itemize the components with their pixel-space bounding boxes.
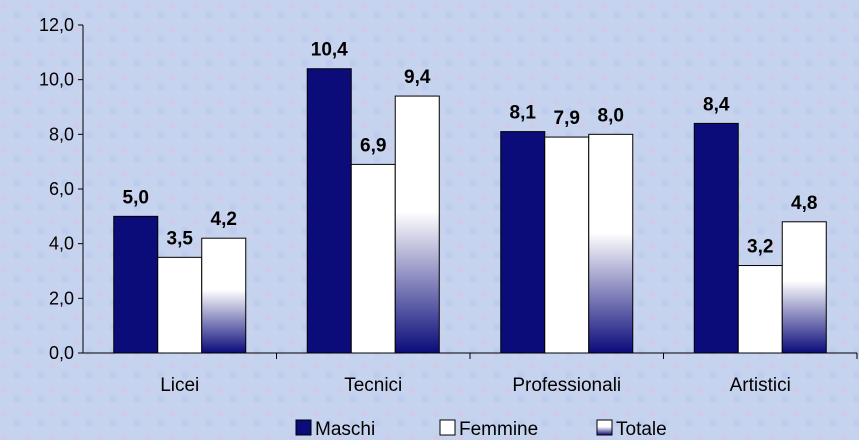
bar-maschi-licei — [113, 215, 159, 354]
y-tick-label: 8,0 — [49, 124, 74, 144]
data-label: 7,9 — [554, 108, 580, 129]
bar-totale-professionali — [588, 133, 634, 354]
data-label: 9,4 — [404, 67, 431, 88]
bar-femmine-licei — [157, 256, 203, 354]
y-tick-label: 4,0 — [49, 234, 74, 254]
bar-maschi-tecnici — [306, 68, 352, 354]
data-label: 8,4 — [703, 94, 730, 115]
legend-label-totale: Totale — [616, 419, 667, 440]
bar-femmine-professionali — [544, 136, 590, 354]
data-label: 10,4 — [311, 40, 348, 61]
y-tick-label: 2,0 — [49, 288, 74, 308]
bar-totale-tecnici — [394, 95, 440, 354]
legend-swatch-totale — [596, 419, 613, 436]
data-label: 8,0 — [598, 105, 624, 126]
y-tick-label: 0,0 — [49, 343, 74, 363]
bar-totale-artistici — [781, 221, 827, 354]
bar-maschi-artistici — [693, 122, 739, 354]
bar-maschi-professionali — [500, 131, 546, 354]
y-tick-label: 10,0 — [39, 70, 74, 90]
bar-femmine-artistici — [737, 265, 783, 354]
data-label: 8,1 — [510, 103, 537, 124]
y-tick-label: 12,0 — [39, 15, 74, 35]
legend-swatch-femmine — [439, 419, 456, 436]
data-label: 5,0 — [123, 187, 149, 208]
legend-label-femmine: Femmine — [459, 419, 538, 440]
x-tick-label: Professionali — [512, 375, 621, 396]
y-tick-label: 6,0 — [49, 179, 74, 199]
data-label: 4,2 — [211, 209, 237, 230]
bar-femmine-tecnici — [350, 163, 396, 354]
x-tick-label: Artistici — [730, 375, 791, 396]
x-tick-label: Licei — [160, 375, 199, 396]
bar-totale-licei — [201, 237, 247, 354]
data-label: 3,2 — [747, 237, 773, 258]
x-tick-label: Tecnici — [344, 375, 402, 396]
legend-label-maschi: Maschi — [315, 419, 375, 440]
legend-swatch-maschi — [295, 419, 312, 436]
data-label: 4,8 — [791, 193, 817, 214]
data-label: 6,9 — [360, 135, 386, 156]
data-label: 3,5 — [167, 228, 194, 249]
